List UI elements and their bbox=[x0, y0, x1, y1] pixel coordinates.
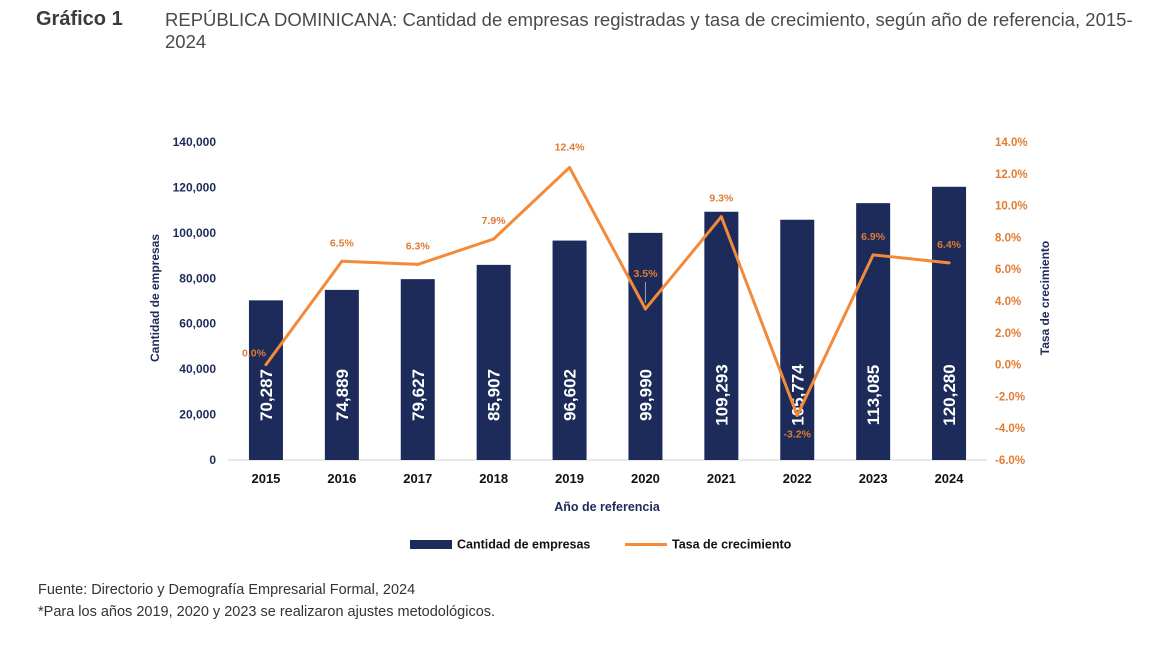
right-axis-ticks: -6.0% -4.0% -2.0% 0.0% 2.0% 4.0% 6.0% 8.0% 10.0%… bbox=[995, 137, 1028, 467]
bar-value-label: 105,774 bbox=[788, 364, 807, 426]
x-tick-label: 2023 bbox=[859, 471, 888, 486]
bar-value-label: 99,990 bbox=[636, 369, 655, 421]
bar-series bbox=[248, 186, 967, 460]
line-point bbox=[719, 215, 723, 219]
line-point bbox=[568, 165, 572, 169]
methodology-note: *Para los años 2019, 2020 y 2023 se real… bbox=[38, 604, 496, 620]
bar-value-label: 113,085 bbox=[864, 365, 883, 426]
source-note: Fuente: Directorio y Demografía Empresar… bbox=[38, 582, 416, 598]
line-value-label: -3.2% bbox=[784, 428, 812, 440]
bar-value-label: 79,627 bbox=[409, 369, 428, 421]
figure-label: Gráfico 1 bbox=[36, 8, 123, 30]
y-tick-label: 0 bbox=[209, 453, 216, 467]
x-tick-label: 2018 bbox=[479, 471, 508, 486]
y2-tick-label: 2.0% bbox=[995, 328, 1021, 340]
line-value-label: 6.9% bbox=[861, 231, 886, 243]
line-point bbox=[492, 237, 496, 241]
y2-tick-label: 14.0% bbox=[995, 137, 1028, 149]
line-value-label: 12.4% bbox=[555, 141, 585, 153]
bar bbox=[248, 300, 283, 460]
bar-value-label: 120,280 bbox=[940, 364, 959, 425]
y2-tick-label: 4.0% bbox=[995, 296, 1021, 308]
y-tick-label: 60,000 bbox=[179, 317, 216, 331]
y2-tick-label: -6.0% bbox=[995, 455, 1025, 467]
bar bbox=[324, 289, 359, 460]
x-axis-title: Año de referencia bbox=[554, 500, 661, 514]
x-tick-label: 2020 bbox=[631, 471, 660, 486]
x-tick-label: 2021 bbox=[707, 471, 736, 486]
line-point bbox=[416, 262, 420, 266]
y-tick-label: 140,000 bbox=[173, 135, 217, 149]
line-value-label: 6.5% bbox=[330, 237, 355, 249]
line-value-label: 6.3% bbox=[406, 240, 431, 252]
y2-tick-label: 8.0% bbox=[995, 232, 1021, 244]
x-tick-label: 2015 bbox=[251, 471, 280, 486]
bar-value-label: 109,293 bbox=[712, 364, 731, 425]
legend-line-label: Tasa de crecimiento bbox=[672, 538, 792, 552]
line-value-label: 7.9% bbox=[482, 215, 507, 227]
y-tick-label: 40,000 bbox=[179, 362, 216, 376]
bar bbox=[780, 219, 815, 460]
legend: Cantidad de empresas Tasa de crecimiento bbox=[410, 538, 792, 552]
y2-tick-label: -2.0% bbox=[995, 391, 1025, 403]
line-point bbox=[264, 363, 268, 367]
y-tick-label: 120,000 bbox=[173, 180, 217, 194]
growth-rate-line bbox=[264, 165, 950, 417]
x-axis-ticks: 2015 2016 2017 2018 2019 2020 2021 2022 2023 2024 bbox=[251, 471, 964, 486]
y2-tick-label: 6.0% bbox=[995, 264, 1021, 276]
bar bbox=[704, 211, 739, 460]
y-tick-label: 80,000 bbox=[179, 271, 216, 285]
y-axis-title: Cantidad de empresas bbox=[148, 234, 162, 362]
line-point bbox=[795, 413, 799, 417]
line-point bbox=[643, 307, 647, 311]
legend-bar-label: Cantidad de empresas bbox=[457, 538, 590, 552]
bar-value-label: 85,907 bbox=[485, 369, 504, 421]
bar-value-label: 96,602 bbox=[561, 369, 580, 421]
y-tick-label: 20,000 bbox=[179, 408, 216, 422]
y2-tick-label: 0.0% bbox=[995, 360, 1021, 372]
line-point bbox=[871, 253, 875, 257]
bar-value-label: 74,889 bbox=[333, 369, 352, 421]
bar bbox=[476, 264, 511, 460]
bar-value-labels: 70,287 74,889 79,627 85,907 96,602 99,990 109,… bbox=[257, 364, 959, 426]
line-point bbox=[947, 261, 951, 265]
bar bbox=[552, 240, 587, 460]
y2-tick-label: -4.0% bbox=[995, 423, 1025, 435]
figure-title: REPÚBLICA DOMINICANA: Cantidad de empres… bbox=[165, 9, 1133, 52]
legend-bar-swatch bbox=[410, 540, 452, 549]
bar bbox=[856, 203, 891, 460]
left-axis-ticks: 0 20,000 40,000 60,000 80,000 100,000 120,000 1… bbox=[173, 135, 217, 467]
x-tick-label: 2016 bbox=[327, 471, 356, 486]
bar bbox=[628, 232, 663, 460]
y2-tick-label: 10.0% bbox=[995, 201, 1028, 213]
bar bbox=[932, 186, 967, 460]
line-value-labels: 0.0% 6.5% 6.3% 7.9% 12.4% 3.5% 9.3% -3.2% 6.9% 6.… bbox=[242, 141, 962, 440]
x-tick-label: 2019 bbox=[555, 471, 584, 486]
line-series bbox=[264, 165, 951, 417]
x-tick-label: 2024 bbox=[935, 471, 965, 486]
line-point bbox=[340, 259, 344, 263]
y2-tick-label: 12.0% bbox=[995, 169, 1028, 181]
line-value-label: 3.5% bbox=[633, 268, 658, 280]
line-value-label: 0.0% bbox=[242, 348, 267, 360]
x-tick-label: 2017 bbox=[403, 471, 432, 486]
bar-value-label: 70,287 bbox=[257, 369, 276, 421]
y-tick-label: 100,000 bbox=[173, 226, 217, 240]
line-value-label: 9.3% bbox=[709, 193, 734, 205]
y2-axis-title: Tasa de crecimiento bbox=[1038, 241, 1052, 356]
x-tick-label: 2022 bbox=[783, 471, 812, 486]
bar bbox=[400, 279, 435, 460]
line-value-label: 6.4% bbox=[937, 239, 962, 251]
